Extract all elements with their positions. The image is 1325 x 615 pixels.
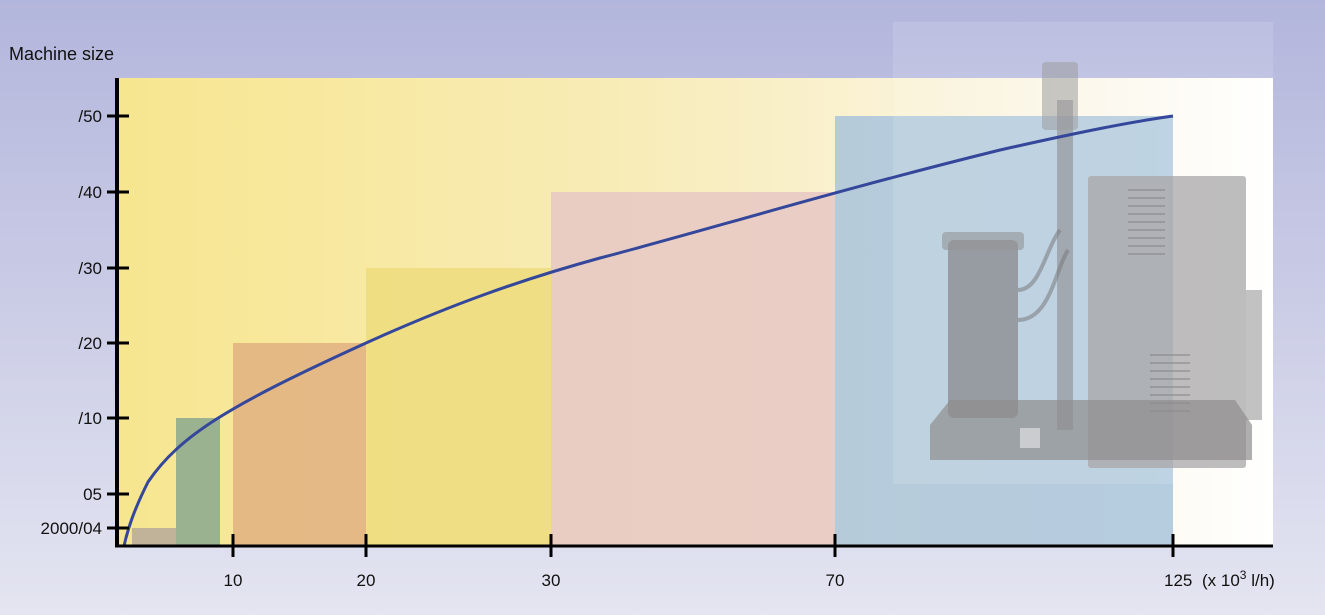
y-tick-label: 2000/04 bbox=[41, 519, 102, 538]
step-bar bbox=[132, 528, 176, 546]
machine-base bbox=[930, 400, 1252, 460]
y-tick-label: /20 bbox=[78, 334, 102, 353]
step-bar bbox=[176, 418, 220, 546]
y-tick-label: /30 bbox=[78, 259, 102, 278]
x-tick-label: 10 bbox=[224, 571, 243, 590]
cabinet-side bbox=[1246, 290, 1262, 420]
x-unit-exponent: 3 bbox=[1240, 568, 1247, 582]
hose bbox=[1017, 228, 1062, 292]
stand-column bbox=[1057, 100, 1073, 430]
vessel-lid bbox=[942, 232, 1024, 250]
step-bar bbox=[551, 192, 835, 546]
y-tick-label: 05 bbox=[83, 485, 102, 504]
y-tick-label: /50 bbox=[78, 107, 102, 126]
step-bar bbox=[366, 268, 551, 546]
x-tick-label: 30 bbox=[542, 571, 561, 590]
x-tick-label: 70 bbox=[826, 571, 845, 590]
x-unit-prefix: (x 10 bbox=[1202, 571, 1240, 590]
motor-head bbox=[1042, 62, 1078, 130]
machine-photo bbox=[893, 22, 1273, 484]
y-axis-label: Machine size bbox=[9, 44, 115, 64]
step-bar bbox=[233, 343, 366, 546]
hose bbox=[1017, 248, 1070, 322]
x-tick-label: 20 bbox=[357, 571, 376, 590]
x-tick-label: 125 bbox=[1164, 571, 1192, 590]
mixer-vessel bbox=[948, 240, 1018, 418]
capacity-curve bbox=[122, 114, 1174, 547]
logo-mark bbox=[1020, 428, 1040, 448]
x-unit-suffix: l/h) bbox=[1246, 571, 1274, 590]
control-cabinet bbox=[1088, 176, 1246, 468]
x-unit-label: (x 103 l/h) bbox=[1202, 568, 1275, 590]
y-tick-label: /40 bbox=[78, 183, 102, 202]
y-tick-label: /10 bbox=[78, 409, 102, 428]
